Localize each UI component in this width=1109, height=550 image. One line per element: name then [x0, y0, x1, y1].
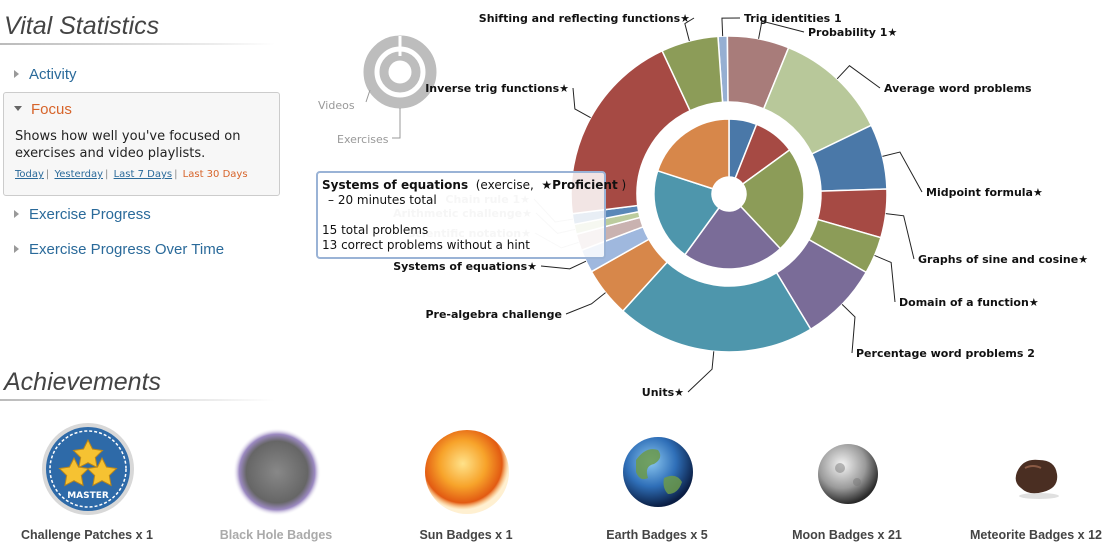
patch-text: MASTER: [67, 491, 109, 501]
leader-line: [721, 17, 741, 37]
nav-activity[interactable]: Activity: [14, 66, 77, 83]
nav-focus[interactable]: Focus: [14, 101, 72, 118]
leader-line: [540, 260, 587, 270]
meteorite-icon: [1015, 459, 1059, 499]
leader-line: [565, 292, 606, 315]
slice-label: Inverse trig functions★: [425, 82, 569, 95]
leader-line: [684, 17, 695, 42]
range-yesterday[interactable]: Yesterday: [54, 169, 104, 180]
inner-ring-slice[interactable]: [656, 118, 730, 190]
badge-label: Sun Badges x 1: [419, 528, 513, 542]
badge-meteorite[interactable]: Meteorite Badges x 12: [951, 420, 1109, 542]
leader-line: [882, 151, 923, 193]
slice-label: Trig identities 1: [744, 12, 842, 25]
tooltip-time: – 20 minutes total: [328, 193, 437, 207]
tooltip-kind: (exercise,: [475, 178, 534, 192]
leader-line: [687, 351, 715, 393]
earth-icon: [623, 437, 693, 507]
range-last-7-days[interactable]: Last 7 Days: [113, 169, 173, 180]
leader-line: [841, 303, 856, 354]
tooltip-status: ★Proficient: [541, 178, 618, 192]
badge-challenge-patches[interactable]: MASTER Challenge Patches x 1: [2, 420, 172, 542]
slice-label: Midpoint formula★: [926, 186, 1043, 199]
range-today[interactable]: Today: [15, 169, 44, 180]
sun-icon: [425, 430, 509, 514]
range-last-30-days[interactable]: Last 30 Days: [182, 169, 248, 180]
nav-focus-label: Focus: [31, 101, 72, 118]
slice-label: Shifting and reflecting functions★: [479, 12, 690, 25]
badge-label: Black Hole Badges: [219, 528, 333, 542]
leader-line: [836, 65, 881, 89]
legend-videos-label: Videos: [318, 99, 355, 112]
focus-description: Shows how well you've focused on exercis…: [15, 129, 241, 161]
tooltip-title: Systems of equations: [322, 178, 469, 192]
slice-label: Average word problems: [884, 82, 1032, 95]
achievements-rule: [0, 399, 275, 401]
outer-ring-slice[interactable]: [661, 35, 724, 112]
range-links: Today | Yesterday | Last 7 Days | Last 30 D…: [15, 169, 248, 180]
nav-exercise-progress-over-time[interactable]: Exercise Progress Over Time: [14, 241, 224, 258]
tooltip-close: ): [621, 178, 627, 192]
badge-sun[interactable]: Sun Badges x 1: [381, 420, 551, 542]
chevron-right-icon: [14, 70, 19, 78]
chevron-right-icon: [14, 245, 19, 253]
master-patch-icon: MASTER: [42, 423, 134, 515]
chevron-down-icon: [14, 106, 22, 111]
chevron-right-icon: [14, 210, 19, 218]
leader-line: [885, 213, 915, 260]
inner-ring-slice[interactable]: [739, 148, 805, 250]
leader-line: [874, 254, 896, 303]
title-rule: [0, 43, 275, 45]
badge-label: Challenge Patches x 1: [20, 528, 153, 542]
badge-label: Meteorite Badges x 12: [970, 528, 1102, 542]
leader-line: [758, 20, 805, 39]
slice-label: Pre-algebra challenge: [425, 308, 562, 321]
ring-legend: Videos Exercises: [318, 35, 437, 146]
slice-label: Graphs of sine and cosine★: [918, 253, 1088, 266]
nav-exercise-progress[interactable]: Exercise Progress: [14, 206, 151, 223]
moon-icon: [818, 444, 878, 504]
nav-exercise-progress-over-time-label: Exercise Progress Over Time: [29, 241, 225, 258]
slice-label: Probability 1★: [808, 26, 897, 39]
badge-moon[interactable]: Moon Badges x 21: [762, 420, 932, 542]
slice-label: Domain of a function★: [899, 296, 1039, 309]
segment-tooltip: Systems of equations (exercise, ★Profici…: [316, 171, 626, 259]
leader-line: [572, 87, 591, 119]
tooltip-correct: 13 correct problems without a hint: [322, 238, 530, 252]
tooltip-problems: 15 total problems: [322, 223, 429, 237]
badge-black-hole[interactable]: Black Hole Badges: [191, 420, 361, 542]
slice-label: Units★: [642, 386, 684, 399]
black-hole-icon: [233, 428, 321, 516]
slice-label: Percentage word problems 2: [856, 347, 1035, 360]
achievements-title: Achievements: [4, 368, 162, 396]
badge-label: Moon Badges x 21: [792, 528, 902, 542]
nav-activity-label: Activity: [29, 66, 77, 83]
outer-ring-slice[interactable]: [621, 261, 812, 353]
slice-label: Systems of equations★: [393, 260, 537, 273]
badge-label: Earth Badges x 5: [606, 528, 708, 542]
legend-exercises-label: Exercises: [337, 133, 389, 146]
badge-earth[interactable]: Earth Badges x 5: [572, 420, 742, 542]
vital-statistics-title: Vital Statistics: [4, 12, 160, 40]
focus-panel: Focus Shows how well you've focused on e…: [3, 92, 280, 196]
inner-ring-slice[interactable]: [653, 169, 721, 256]
nav-exercise-progress-label: Exercise Progress: [29, 206, 151, 223]
